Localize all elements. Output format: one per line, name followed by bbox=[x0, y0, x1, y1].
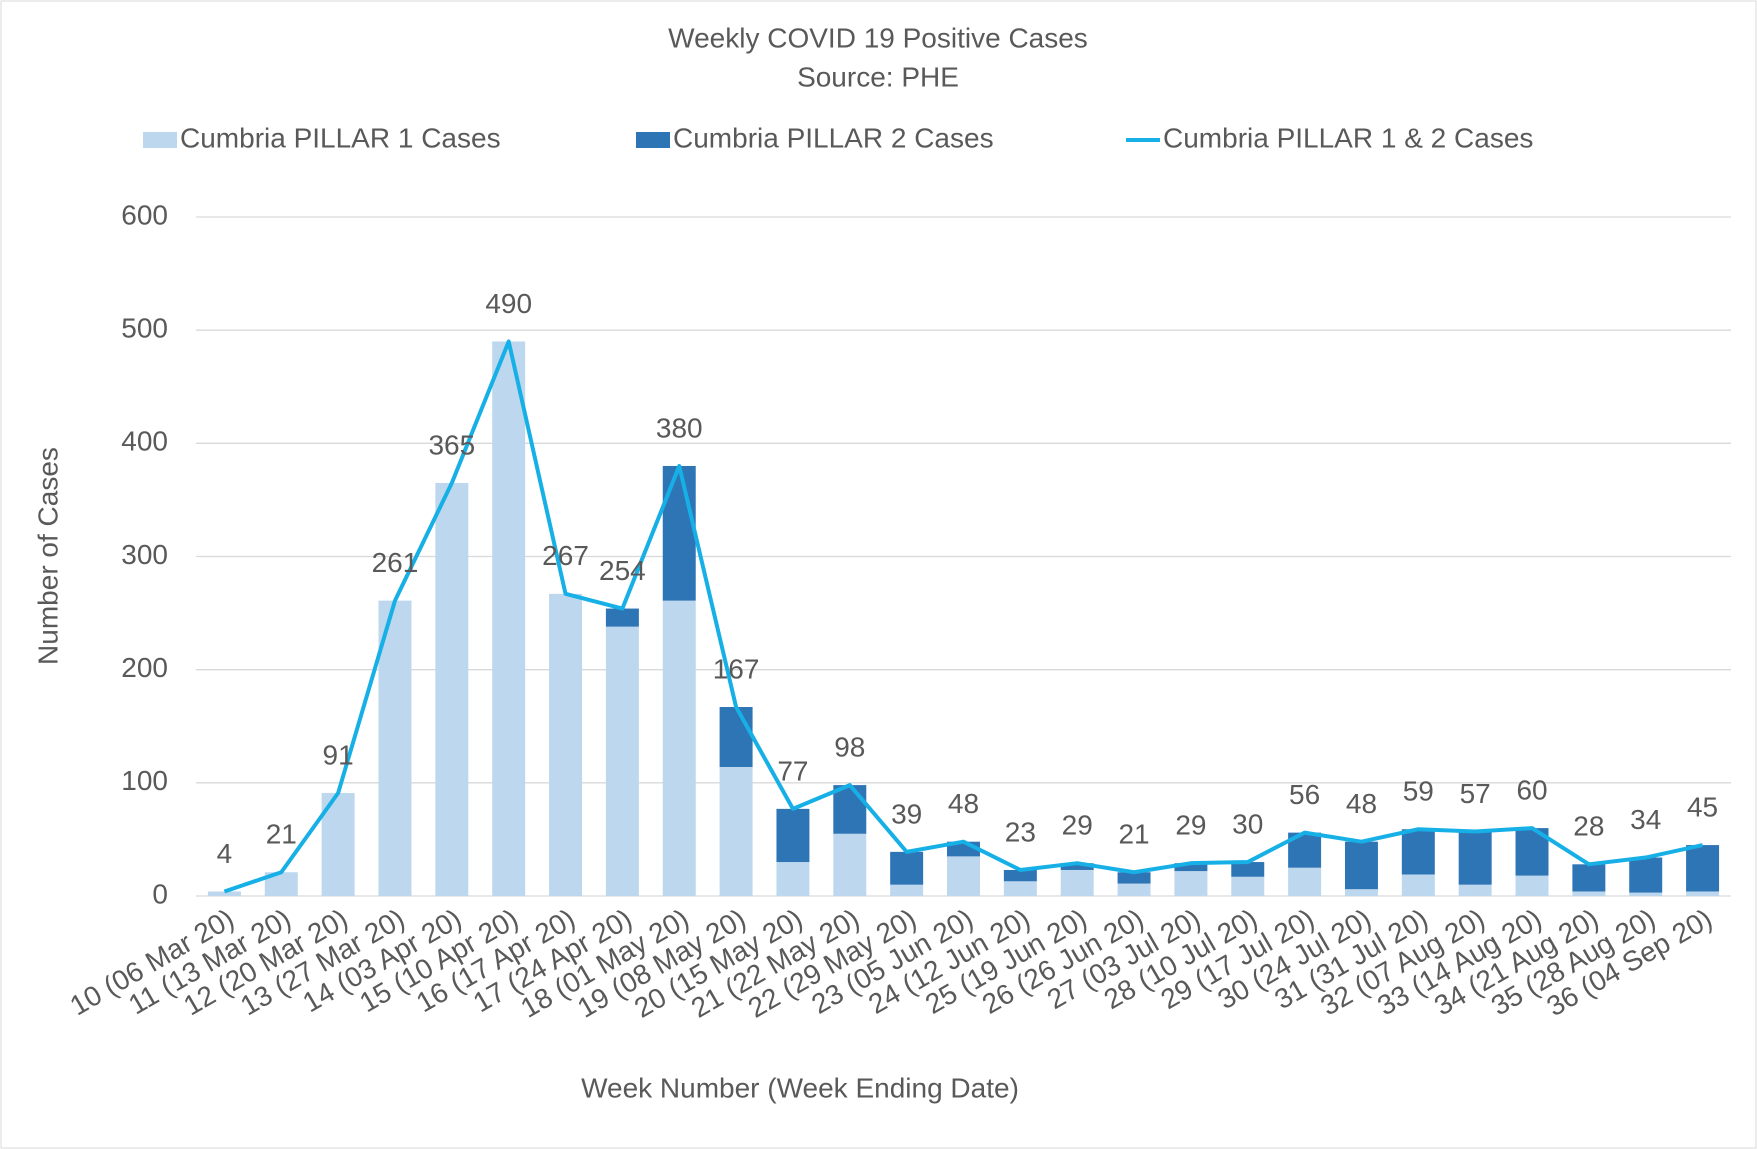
bar-segment bbox=[492, 341, 526, 896]
data-label: 59 bbox=[1403, 776, 1434, 807]
bar-segment bbox=[605, 626, 639, 896]
bar-segment bbox=[833, 785, 867, 834]
bar-segment bbox=[435, 482, 469, 896]
data-label: 23 bbox=[1005, 816, 1036, 847]
y-tick-label: 600 bbox=[121, 199, 168, 230]
data-label: 30 bbox=[1232, 808, 1263, 839]
data-label: 77 bbox=[777, 755, 808, 786]
data-label: 48 bbox=[948, 788, 979, 819]
bar-segment bbox=[947, 856, 980, 896]
bar-segment bbox=[776, 808, 810, 863]
bar-segment bbox=[1686, 845, 1720, 892]
y-tick-label: 100 bbox=[121, 765, 168, 796]
bar-segment bbox=[605, 608, 639, 627]
bar-segment bbox=[1288, 867, 1322, 896]
bar-segment bbox=[1686, 891, 1720, 896]
chart-title: Weekly COVID 19 Positive Cases bbox=[668, 22, 1088, 53]
bar-segment bbox=[719, 707, 753, 767]
data-label: 56 bbox=[1289, 779, 1320, 810]
y-tick-label: 500 bbox=[121, 313, 168, 344]
bar-segment bbox=[1060, 869, 1094, 896]
data-label: 365 bbox=[428, 429, 475, 460]
bar-segment bbox=[1117, 883, 1151, 896]
legend-swatch bbox=[143, 132, 177, 148]
bar-segment bbox=[1572, 864, 1606, 892]
data-label: 28 bbox=[1573, 811, 1604, 842]
data-label: 21 bbox=[1118, 819, 1149, 850]
data-label: 21 bbox=[266, 819, 297, 850]
bar-segment bbox=[207, 891, 241, 896]
data-label: 91 bbox=[323, 739, 354, 770]
data-label: 34 bbox=[1630, 804, 1661, 835]
bar-segment bbox=[264, 872, 298, 896]
bar-segment bbox=[719, 766, 753, 896]
bar-segment bbox=[662, 600, 696, 896]
data-label: 29 bbox=[1062, 810, 1093, 841]
bar-segment bbox=[662, 465, 696, 601]
data-label: 261 bbox=[372, 547, 419, 578]
bar-segment bbox=[890, 851, 924, 885]
legend-label: Cumbria PILLAR 1 Cases bbox=[180, 122, 501, 153]
legend-swatch bbox=[636, 132, 670, 148]
bar-segment bbox=[378, 600, 412, 896]
data-label: 98 bbox=[834, 731, 865, 762]
data-label: 45 bbox=[1687, 791, 1718, 822]
bar-segment bbox=[1174, 871, 1208, 896]
bar-segment bbox=[1401, 874, 1435, 896]
bar-segment bbox=[1231, 876, 1265, 896]
legend-label: Cumbria PILLAR 1 & 2 Cases bbox=[1163, 122, 1533, 153]
chart-subtitle: Source: PHE bbox=[797, 61, 959, 92]
bar-segment bbox=[1060, 863, 1094, 870]
data-label: 39 bbox=[891, 798, 922, 829]
bar-segment bbox=[833, 833, 867, 896]
bar-segment bbox=[890, 884, 924, 896]
bar-segment bbox=[1003, 881, 1037, 896]
data-label: 267 bbox=[542, 540, 589, 571]
bar-segment bbox=[1344, 889, 1378, 896]
y-tick-label: 0 bbox=[152, 878, 168, 909]
bar-segment bbox=[1344, 841, 1378, 890]
legend-label: Cumbria PILLAR 2 Cases bbox=[673, 122, 994, 153]
bar-segment bbox=[1231, 862, 1265, 877]
bar-segment bbox=[1572, 891, 1606, 896]
data-label: 490 bbox=[485, 288, 532, 319]
data-label: 4 bbox=[217, 838, 233, 869]
data-label: 57 bbox=[1460, 778, 1491, 809]
data-label: 380 bbox=[656, 412, 703, 443]
bar-segment bbox=[549, 593, 583, 896]
bar-segment bbox=[1515, 875, 1549, 896]
bar-segment bbox=[1629, 892, 1663, 896]
x-axis-label: Week Number (Week Ending Date) bbox=[581, 1072, 1019, 1103]
line bbox=[223, 339, 1704, 894]
y-tick-label: 300 bbox=[121, 539, 168, 570]
data-label: 48 bbox=[1346, 788, 1377, 819]
bar-segment bbox=[1003, 869, 1037, 882]
y-tick-label: 200 bbox=[121, 652, 168, 683]
bar-segment bbox=[1458, 884, 1492, 896]
data-label: 167 bbox=[713, 653, 760, 684]
bar-segment bbox=[1458, 831, 1492, 885]
bar-segment bbox=[1401, 829, 1435, 875]
data-label: 254 bbox=[599, 555, 646, 586]
bar-segment bbox=[1117, 872, 1151, 884]
y-axis-label: Number of Cases bbox=[32, 447, 63, 665]
data-label: 29 bbox=[1175, 810, 1206, 841]
bar-segment bbox=[1174, 863, 1208, 872]
bar-segment bbox=[776, 862, 810, 896]
bar-segment bbox=[1629, 857, 1663, 893]
y-tick-label: 400 bbox=[121, 426, 168, 457]
data-label: 60 bbox=[1516, 774, 1547, 805]
